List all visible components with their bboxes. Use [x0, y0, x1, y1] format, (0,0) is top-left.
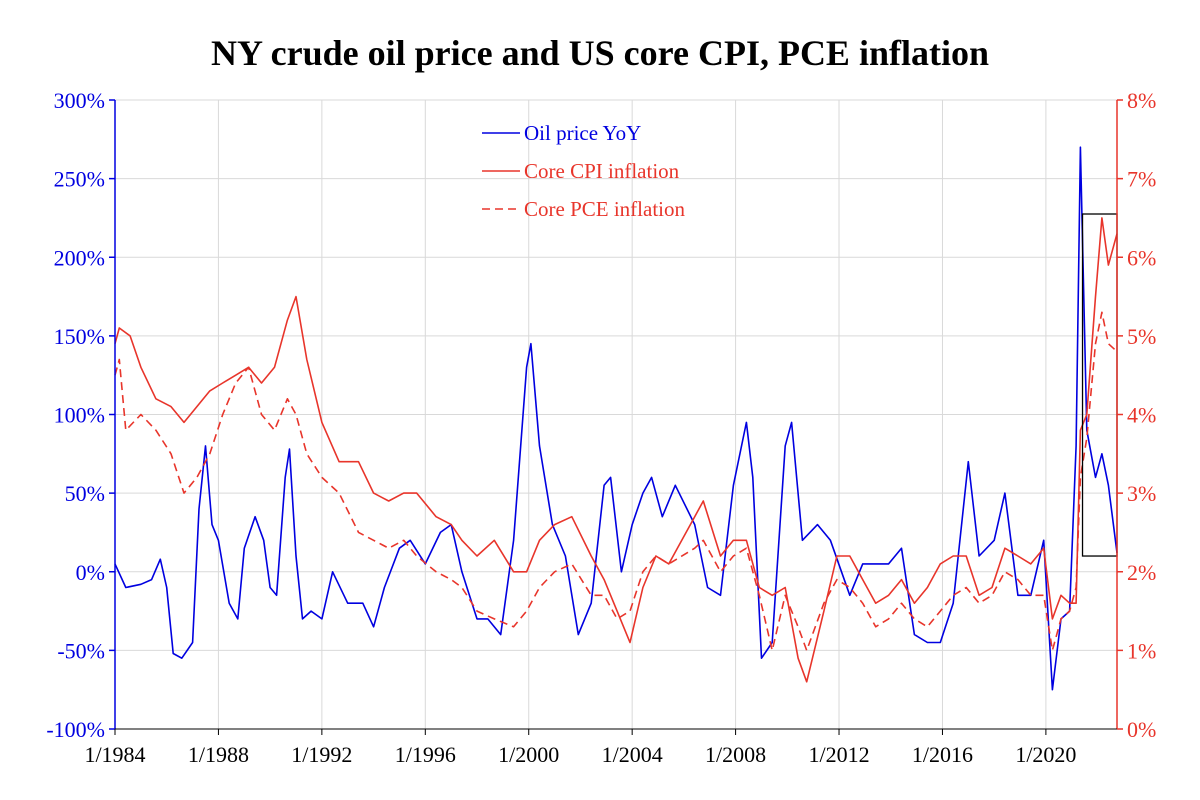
left-tick-label: -100% [46, 717, 105, 742]
grid-lines [115, 99, 1117, 730]
left-tick-label: -50% [57, 638, 105, 663]
x-tick-label: 1/2000 [498, 742, 559, 767]
x-tick-label: 1/1996 [395, 742, 456, 767]
tick-labels: 300% 250% 200% 150% 100% 50% 0% -50% -100% 8% 7% 6%… [46, 88, 1156, 767]
left-tick-label: 0% [76, 560, 105, 585]
right-tick-label: 0% [1127, 717, 1156, 742]
right-tick-label: 2% [1127, 560, 1156, 585]
right-tick-label: 8% [1127, 88, 1156, 113]
right-tick-label: 1% [1127, 638, 1156, 663]
chart-title: NY crude oil price and US core CPI, PCE … [211, 33, 989, 73]
legend-label: Core PCE inflation [524, 197, 685, 221]
right-tick-label: 6% [1127, 245, 1156, 270]
left-tick-label: 100% [54, 403, 105, 428]
left-tick-label: 200% [54, 245, 105, 270]
left-tick-label: 150% [54, 324, 105, 349]
right-tick-label: 3% [1127, 481, 1156, 506]
x-tick-label: 1/1984 [84, 742, 145, 767]
series-line-core-cpi-inflation [114, 217, 1118, 683]
legend-label: Core CPI inflation [524, 159, 680, 183]
x-tick-label: 1/1988 [188, 742, 249, 767]
right-tick-label: 4% [1127, 403, 1156, 428]
legend-label: Oil price YoY [524, 121, 641, 145]
left-tick-label: 250% [54, 167, 105, 192]
annotation-layer [1081, 213, 1118, 557]
axes [109, 99, 1123, 735]
left-tick-label: 50% [65, 481, 105, 506]
x-tick-label: 1/2004 [602, 742, 663, 767]
right-tick-label: 7% [1127, 167, 1156, 192]
x-tick-label: 1/2012 [808, 742, 869, 767]
left-tick-label: 300% [54, 88, 105, 113]
legend: Oil price YoY Core CPI inflation Core PCE … [482, 121, 685, 221]
x-tick-label: 1/2008 [705, 742, 766, 767]
right-tick-label: 5% [1127, 324, 1156, 349]
x-tick-label: 1/2016 [912, 742, 973, 767]
x-tick-label: 1/2020 [1015, 742, 1076, 767]
x-tick-label: 1/1992 [291, 742, 352, 767]
highlight-box [1081, 213, 1118, 557]
series-line-oil-price-yoy [114, 146, 1118, 691]
series-layer [114, 146, 1118, 691]
